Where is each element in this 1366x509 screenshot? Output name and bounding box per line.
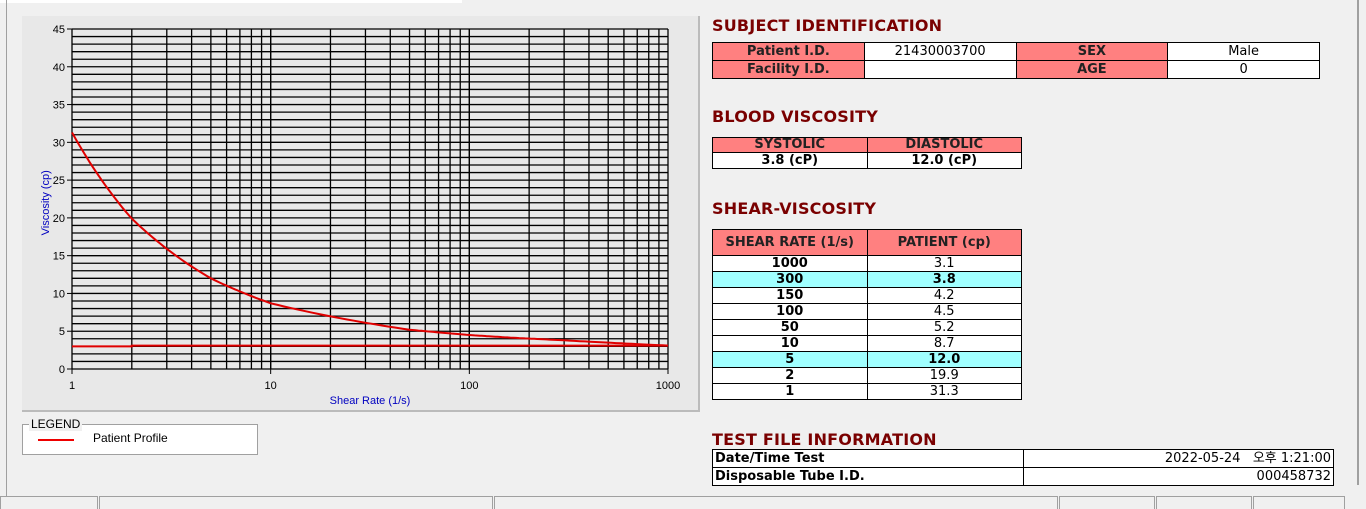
y-tick-label: 20 <box>53 213 65 225</box>
shear-row: 300 3.8 <box>712 271 1022 288</box>
shear-rate-cell: 150 <box>712 287 868 304</box>
shear-rate-cell: 1000 <box>712 255 868 272</box>
y-tick-label: 30 <box>53 137 65 149</box>
top-edge <box>0 0 462 3</box>
shear-row: 5 12.0 <box>712 351 1022 368</box>
legend-box: LEGEND Patient Profile <box>22 417 258 455</box>
status-pane-4 <box>1059 496 1155 509</box>
status-pane-2 <box>99 496 493 509</box>
legend-swatch <box>38 439 74 441</box>
x-tick-label: 1000 <box>656 380 680 392</box>
shear-row: 10 8.7 <box>712 335 1022 352</box>
y-tick-label: 40 <box>53 62 65 74</box>
shear-rate-cell: 5 <box>712 351 868 368</box>
y-tick-label: 15 <box>53 251 65 263</box>
shear-row: 100 4.5 <box>712 303 1022 320</box>
shear-row: 50 5.2 <box>712 319 1022 336</box>
subject-title: SUBJECT IDENTIFICATION <box>712 16 943 35</box>
x-tick-label: 100 <box>460 380 478 392</box>
tube-value: 000458732 <box>1022 467 1334 486</box>
systolic-value: 3.8 (cP) <box>712 152 868 169</box>
systolic-label: SYSTOLIC <box>712 137 868 153</box>
patient-value-cell: 8.7 <box>866 335 1022 352</box>
shear-row: 1000 3.1 <box>712 255 1022 272</box>
age-value: 0 <box>1167 60 1320 79</box>
left-border <box>6 0 7 496</box>
shear-row: 150 4.2 <box>712 287 1022 304</box>
patient-header: PATIENT (cp) <box>866 229 1022 256</box>
status-pane-1 <box>0 496 98 509</box>
patient-value-cell: 31.3 <box>866 383 1022 400</box>
shear-title: SHEAR-VISCOSITY <box>712 199 877 218</box>
chart-panel: 0 5 10 15 20 25 30 35 40 45 1 10 100 1000 Shear Rate (… <box>22 16 700 412</box>
patient-value-cell: 4.5 <box>866 303 1022 320</box>
shear-rate-cell: 100 <box>712 303 868 320</box>
y-tick-label: 0 <box>59 364 65 376</box>
shear-rate-cell: 1 <box>712 383 868 400</box>
y-tick-label: 25 <box>53 175 65 187</box>
status-pane-3 <box>494 496 1058 509</box>
x-tick-label: 10 <box>265 380 277 392</box>
testfile-title: TEST FILE INFORMATION <box>712 430 937 449</box>
patient-value-cell: 12.0 <box>866 351 1022 368</box>
status-pane-6 <box>1253 496 1345 509</box>
patient-value-cell: 4.2 <box>866 287 1022 304</box>
facility-label: Facility I.D. <box>712 60 865 79</box>
shear-row: 1 31.3 <box>712 383 1022 400</box>
x-axis-label: Shear Rate (1/s) <box>330 395 411 407</box>
age-label: AGE <box>1015 60 1169 79</box>
diastolic-value: 12.0 (cP) <box>866 152 1022 169</box>
y-tick-label: 45 <box>53 24 65 36</box>
sex-label: SEX <box>1015 42 1169 61</box>
date-value: 2022-05-24 오후 1:21:00 <box>1022 449 1334 468</box>
tube-label: Disposable Tube I.D. <box>712 467 1024 486</box>
blood-table: SYSTOLIC DIASTOLIC 3.8 (cP) 12.0 (cP) <box>712 137 1022 169</box>
y-tick-label: 35 <box>53 100 65 112</box>
testfile-table: Date/Time Test 2022-05-24 오후 1:21:00 Disp… <box>712 449 1334 486</box>
facility-value <box>863 60 1017 79</box>
shear-rate-cell: 300 <box>712 271 868 288</box>
shear-rate-cell: 2 <box>712 367 868 384</box>
legend-title: LEGEND <box>29 417 83 431</box>
viscosity-chart: 0 5 10 15 20 25 30 35 40 45 1 10 100 1000 Shear Rate (… <box>40 24 680 407</box>
status-pane-5 <box>1156 496 1252 509</box>
diastolic-label: DIASTOLIC <box>866 137 1022 153</box>
patient-value-cell: 19.9 <box>866 367 1022 384</box>
y-tick-label: 5 <box>59 326 65 338</box>
shear-row: 2 19.9 <box>712 367 1022 384</box>
scrollbar-edge[interactable] <box>1357 0 1359 485</box>
patient-value-cell: 5.2 <box>866 319 1022 336</box>
x-tick-label: 1 <box>69 380 75 392</box>
patient-id-label: Patient I.D. <box>712 42 865 61</box>
shear-rate-header: SHEAR RATE (1/s) <box>712 229 868 256</box>
sex-value: Male <box>1167 42 1320 61</box>
patient-profile-line <box>71 132 669 347</box>
date-label: Date/Time Test <box>712 449 1024 468</box>
baseline-line <box>72 344 668 348</box>
patient-value-cell: 3.1 <box>866 255 1022 272</box>
shear-rate-cell: 50 <box>712 319 868 336</box>
patient-value-cell: 3.8 <box>866 271 1022 288</box>
shear-rate-cell: 10 <box>712 335 868 352</box>
subject-table: Patient I.D. 21430003700 SEX Male Facility … <box>712 42 1320 79</box>
legend-label: Patient Profile <box>93 431 168 445</box>
y-tick-label: 10 <box>53 288 65 300</box>
shear-table: SHEAR RATE (1/s) PATIENT (cp) 1000 3.1 300 3… <box>712 229 1022 400</box>
patient-id-value: 21430003700 <box>863 42 1017 61</box>
y-axis-label: Viscosity (cp) <box>40 170 52 235</box>
blood-title: BLOOD VISCOSITY <box>712 107 879 126</box>
